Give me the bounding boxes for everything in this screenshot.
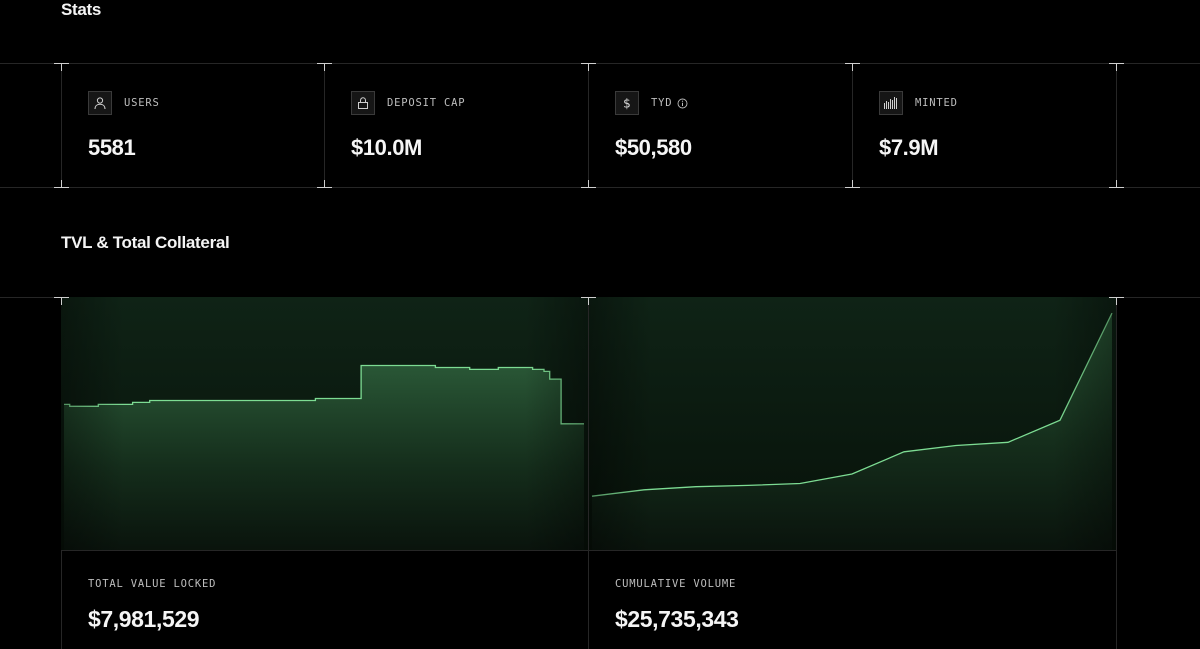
stat-label: DEPOSIT CAP [387,97,466,109]
tvl-value: $7,981,529 [88,606,200,632]
stat-label: TYD [651,97,673,109]
stat-card-deposit-cap: DEPOSIT CAP $10.0M [324,63,588,187]
corner-mark [1109,297,1124,312]
corner-mark [845,63,860,78]
bars-icon [879,91,903,115]
stats-top-divider [0,63,1200,64]
corner-mark [581,63,596,78]
stats-grid-line [852,63,853,187]
corner-mark [1109,63,1124,78]
stats-bottom-divider [0,187,1200,188]
chart-vignette [61,297,588,550]
dollar-icon: $ [615,91,639,115]
volume-summary: CUMULATIVE VOLUME $25,735,343 [588,551,1115,649]
corner-mark [317,63,332,78]
stats-grid-line [1116,63,1117,187]
volume-chart[interactable] [589,297,1116,550]
corner-mark [54,297,69,312]
stat-card-minted: MINTED $7.9M [852,63,1116,187]
stats-grid-line [588,63,589,187]
charts-grid-line [588,297,589,649]
volume-value: $25,735,343 [615,606,739,632]
tvl-chart-svg [61,297,588,550]
stat-card-users: USERS 5581 [61,63,325,187]
corner-mark [54,63,69,78]
tvl-summary: TOTAL VALUE LOCKED $7,981,529 [61,551,588,649]
corner-mark [54,173,69,188]
corner-mark [1109,173,1124,188]
stats-grid-line [324,63,325,187]
corner-mark [845,173,860,188]
stat-value: $10.0M [351,135,422,160]
corner-mark [581,173,596,188]
corner-mark [581,297,596,312]
charts-grid-line [1116,297,1117,649]
stat-value: $50,580 [615,135,692,160]
svg-text:$: $ [623,97,631,111]
charts-mid-divider [61,550,1116,551]
chart-vignette [589,297,1116,550]
stat-label: MINTED [915,97,958,109]
tvl-label: TOTAL VALUE LOCKED [88,578,217,590]
stat-card-tyd: $ TYD $50,580 [588,63,852,187]
stats-title: Stats [61,0,102,19]
charts-title: TVL & Total Collateral [61,233,230,252]
volume-label: CUMULATIVE VOLUME [615,578,737,590]
corner-mark [317,173,332,188]
stat-label: USERS [124,97,160,109]
stats-grid-line [61,63,62,187]
user-icon [88,91,112,115]
info-icon[interactable] [677,98,688,109]
stat-value: 5581 [88,135,136,160]
lock-icon [351,91,375,115]
stat-value: $7.9M [879,135,939,160]
volume-chart-svg [589,297,1116,550]
tvl-chart[interactable] [61,297,588,550]
